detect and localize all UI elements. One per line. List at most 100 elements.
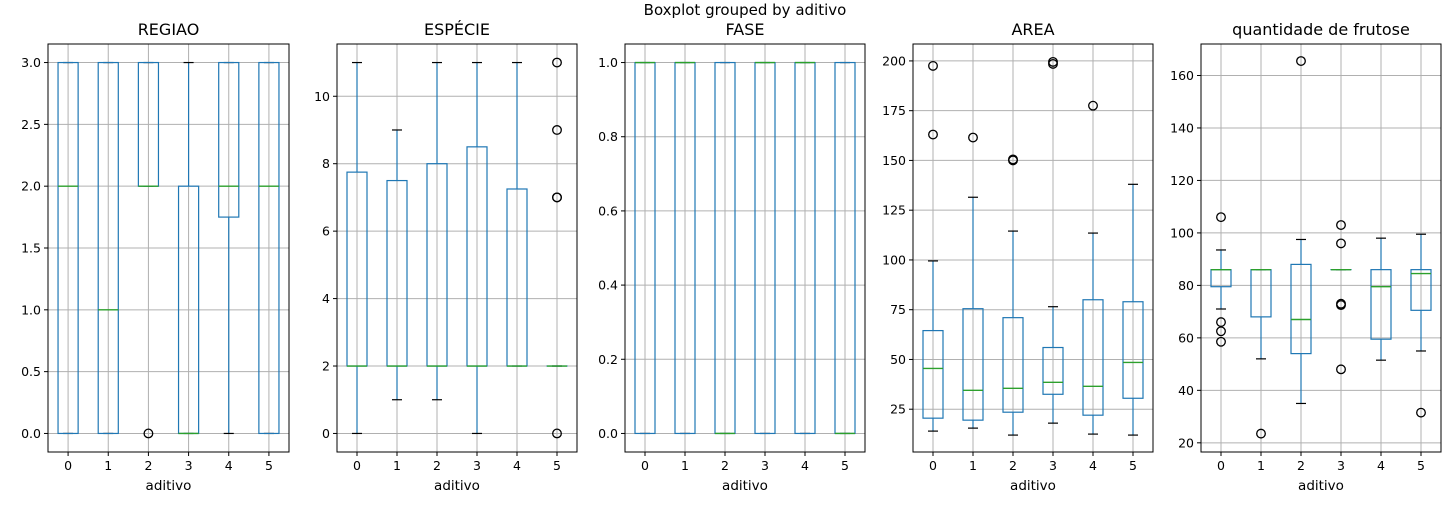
y-tick-label: 125	[882, 203, 906, 218]
y-tick-label: 10	[314, 89, 330, 104]
y-tick-label: 75	[890, 302, 906, 317]
x-tick-label: 5	[841, 458, 849, 473]
box-group-1	[1250, 268, 1272, 439]
y-tick-label: 1.5	[21, 241, 41, 256]
x-tick-label: 5	[553, 458, 561, 473]
outlier-point	[968, 132, 978, 143]
axes-frame	[336, 43, 578, 453]
box-group-2	[137, 61, 160, 439]
x-tick-label: 3	[473, 458, 481, 473]
y-tick-label: 100	[1170, 225, 1194, 240]
y-tick-label: 0.4	[598, 278, 618, 293]
box-group-0	[1210, 212, 1232, 347]
y-tick-label: 175	[882, 103, 906, 118]
box-iqr	[97, 61, 119, 435]
x-tick-label: 2	[1009, 458, 1017, 473]
x-tick-label: 0	[64, 458, 72, 473]
outlier-point	[1088, 100, 1098, 111]
box-group-3	[754, 61, 776, 435]
x-tick-label: 0	[641, 458, 649, 473]
y-tick-label: 0.0	[598, 426, 618, 441]
x-tick-label: 3	[1049, 458, 1057, 473]
y-tick-label: 0.8	[598, 129, 618, 144]
y-tick-label: 150	[882, 153, 906, 168]
box-group-1	[962, 132, 984, 429]
x-tick-label: 2	[144, 458, 152, 473]
x-tick-label: 4	[801, 458, 809, 473]
box-group-5	[546, 57, 568, 439]
y-tick-label: 120	[1170, 173, 1194, 188]
box-iqr	[1410, 269, 1432, 311]
x-tick-label: 1	[681, 458, 689, 473]
x-tick-label: 4	[1377, 458, 1385, 473]
box-group-0	[634, 61, 656, 435]
box-iqr	[1290, 263, 1312, 355]
y-tick-label: 160	[1170, 68, 1194, 83]
x-axis-label: aditivo	[434, 478, 480, 494]
x-tick-label: 5	[1129, 458, 1137, 473]
subplot-title: REGIAO	[138, 20, 200, 39]
box-group-1	[97, 61, 119, 435]
box-iqr	[1122, 301, 1144, 399]
subplot-4: 25 50 75 100 125 150 175 200 0 1 2 3 4 5 AREA aditivo	[882, 20, 1154, 494]
outlier-point	[1216, 212, 1226, 223]
y-tick-label: 0.0	[21, 426, 41, 441]
outlier-point	[928, 129, 938, 140]
x-tick-label: 0	[353, 458, 361, 473]
box-iqr	[1042, 346, 1064, 395]
x-tick-label: 3	[185, 458, 193, 473]
outlier-point	[1008, 155, 1018, 166]
x-tick-label: 1	[104, 458, 112, 473]
box-group-1	[386, 129, 408, 401]
subplot-panels: 0.0 0.5 1.0 1.5 2.0 2.5 3.0 0 1 2 3 4 5 REGIAO aditivo…	[21, 20, 1442, 494]
outlier-point	[552, 125, 562, 135]
outlier-point	[1336, 238, 1346, 249]
box-group-1	[674, 61, 696, 435]
y-tick-label: 3.0	[21, 55, 41, 70]
box-group-5	[1122, 183, 1144, 436]
outlier-point	[552, 192, 562, 203]
box-group-4	[794, 61, 816, 435]
y-tick-label: 50	[890, 352, 906, 367]
subplot-1: 0.0 0.5 1.0 1.5 2.0 2.5 3.0 0 1 2 3 4 5 REGIAO aditivo	[21, 20, 290, 494]
y-tick-label: 0	[322, 426, 330, 441]
outlier-point	[1336, 300, 1346, 311]
box-group-2	[714, 61, 736, 435]
box-iqr	[1002, 317, 1024, 413]
x-tick-label: 2	[721, 458, 729, 473]
outlier-point	[1216, 326, 1226, 337]
outlier-point	[1296, 56, 1306, 67]
x-tick-label: 5	[265, 458, 273, 473]
y-tick-label: 8	[322, 156, 330, 171]
box-group-3	[1042, 56, 1064, 424]
outlier-point	[1336, 220, 1346, 230]
y-tick-label: 0.5	[21, 364, 41, 379]
axes-frame	[624, 43, 866, 453]
x-tick-label: 4	[1089, 458, 1097, 473]
box-group-4	[218, 61, 240, 435]
outlier-point	[1048, 58, 1058, 69]
subplot-title: FASE	[726, 20, 765, 39]
outlier-point	[1336, 364, 1346, 375]
y-tick-label: 6	[322, 224, 330, 239]
x-tick-label: 4	[513, 458, 521, 473]
x-tick-label: 0	[1217, 458, 1225, 473]
y-tick-label: 4	[322, 291, 330, 306]
subplot-title: ESPÉCIE	[424, 20, 490, 39]
box-group-4	[1082, 100, 1104, 435]
box-group-5	[258, 61, 280, 435]
outlier-point	[1256, 428, 1266, 439]
y-tick-label: 0.2	[598, 352, 618, 367]
box-group-0	[346, 61, 368, 435]
box-iqr	[218, 61, 240, 218]
y-tick-label: 1.0	[598, 55, 618, 70]
x-axis-label: aditivo	[722, 478, 768, 494]
box-group-5	[834, 61, 856, 435]
box-group-4	[506, 61, 528, 367]
figure-suptitle: Boxplot grouped by aditivo	[644, 1, 847, 19]
y-tick-label: 2	[322, 359, 330, 374]
box-iqr	[922, 329, 944, 419]
subplot-3: 0.0 0.2 0.4 0.6 0.8 1.0 0 1 2 3 4 5 FASE aditivo	[598, 20, 866, 494]
box-iqr	[962, 308, 984, 421]
subplot-2: 0 2 4 6 8 10 0 1 2 3 4 5 ESPÉCIE aditivo	[314, 20, 578, 494]
